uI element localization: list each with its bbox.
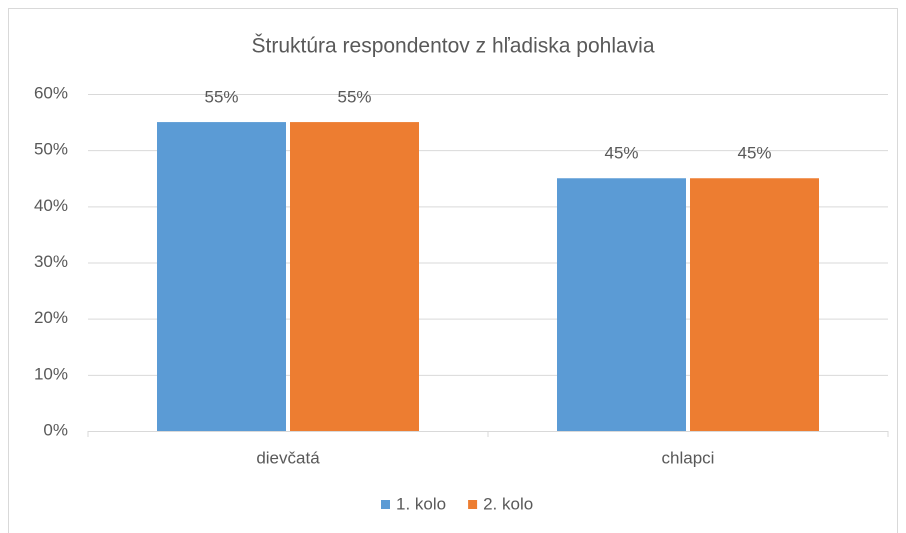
y-tick-label: 40% [34,196,68,215]
x-tick-label: dievčatá [256,448,320,467]
y-tick-label: 0% [43,420,68,439]
legend-swatch [468,500,478,509]
y-tick-label: 60% [34,83,68,102]
data-label: 55% [337,88,371,107]
data-label: 55% [204,88,238,107]
chart-title: Štruktúra respondentov z hľadiska pohlav… [251,35,654,58]
legend-label: 1. kolo [396,494,446,513]
y-tick-label: 30% [34,252,68,271]
bar [690,178,819,431]
data-label: 45% [737,144,771,163]
y-tick-label: 20% [34,308,68,327]
y-tick-label: 50% [34,140,68,159]
bar [290,122,419,431]
bar [557,178,686,431]
legend-label: 2. kolo [483,494,533,513]
data-label: 45% [604,144,638,163]
y-tick-label: 10% [34,364,68,383]
x-tick-label: chlapci [662,448,715,467]
bar [157,122,286,431]
legend-swatch [381,500,390,509]
